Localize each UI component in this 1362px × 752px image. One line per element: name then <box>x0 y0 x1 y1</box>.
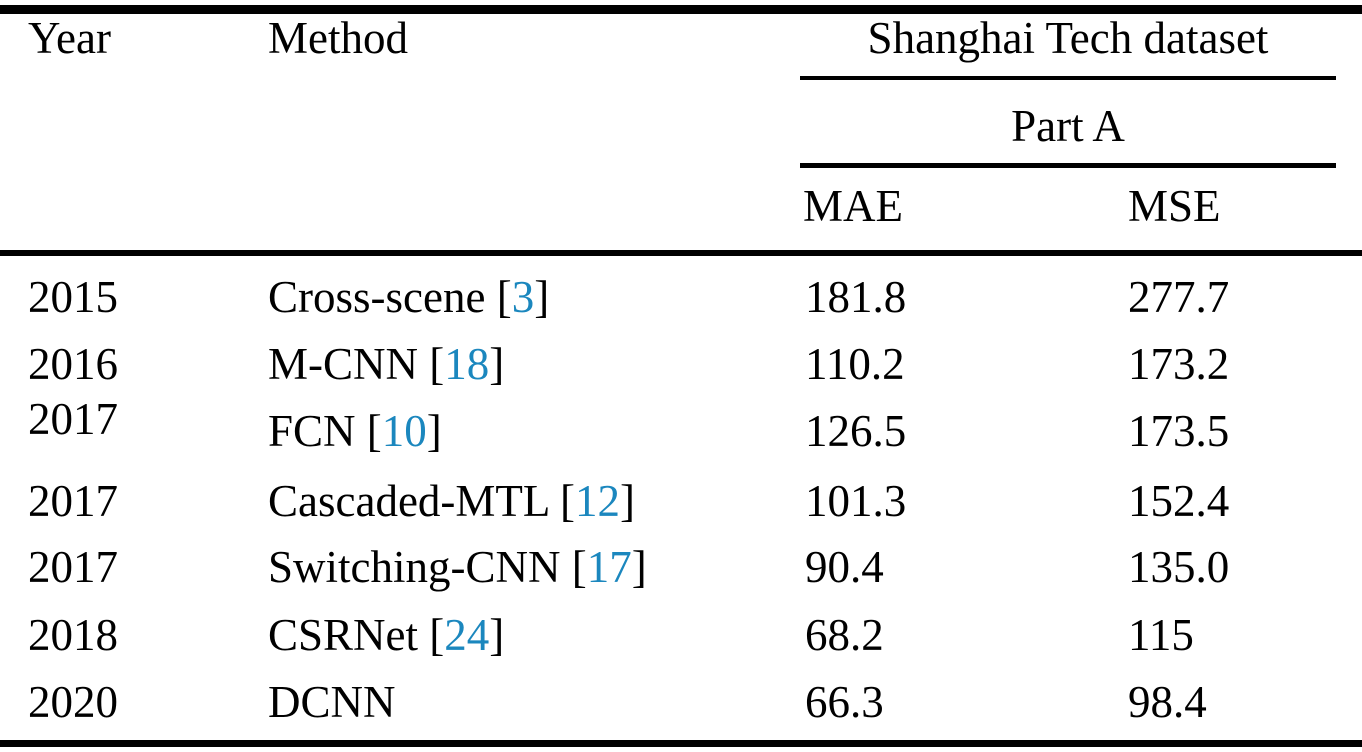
cell-method: FCN [10] <box>268 409 442 454</box>
cell-method: Switching-CNN [17] <box>268 545 647 590</box>
method-name: Cross-scene <box>268 272 486 322</box>
cell-mae: 68.2 <box>805 610 884 660</box>
citation-open-bracket: [ <box>548 476 575 526</box>
method-name: Switching-CNN <box>268 542 561 592</box>
cell-mse: 173.2 <box>1128 339 1230 389</box>
cell-method: Cascaded-MTL [12] <box>268 479 635 524</box>
cell-year: 2017 <box>28 394 118 444</box>
cell-mse: 135.0 <box>1128 542 1230 592</box>
citation-link[interactable]: 12 <box>574 476 620 526</box>
citation-open-bracket: [ <box>418 610 445 660</box>
cell-mae: 126.5 <box>805 406 907 456</box>
method-name: Cascaded-MTL <box>268 476 549 526</box>
citation-close-bracket: ] <box>489 610 505 660</box>
cell-mse: 173.5 <box>1128 406 1230 456</box>
cell-year: 2020 <box>28 677 118 727</box>
column-header-mse: MSE <box>1128 181 1221 231</box>
citation-link[interactable]: 24 <box>444 610 490 660</box>
citation-close-bracket: ] <box>534 272 550 322</box>
cell-year: 2015 <box>28 272 118 322</box>
citation-open-bracket: [ <box>485 272 512 322</box>
cell-mae: 66.3 <box>805 677 884 727</box>
method-name: DCNN <box>268 677 396 727</box>
cell-mse: 98.4 <box>1128 677 1207 727</box>
column-header-mae: MAE <box>803 181 903 231</box>
table-top-rule <box>0 5 1362 14</box>
cell-mae: 110.2 <box>805 339 905 389</box>
citation-link[interactable]: 10 <box>381 406 427 456</box>
citation-link[interactable]: 18 <box>444 339 490 389</box>
part-a-underline <box>800 163 1336 168</box>
cell-method: DCNN <box>268 680 396 725</box>
cell-mse: 115 <box>1128 610 1194 660</box>
citation-link[interactable]: 17 <box>586 542 632 592</box>
dataset-group-underline <box>800 76 1336 80</box>
column-header-year: Year <box>28 13 111 63</box>
cell-method: Cross-scene [3] <box>268 275 549 320</box>
cell-mae: 90.4 <box>805 542 884 592</box>
citation-close-bracket: ] <box>619 476 635 526</box>
cell-method: CSRNet [24] <box>268 613 504 658</box>
citation-close-bracket: ] <box>489 339 505 389</box>
citation-link[interactable]: 3 <box>511 272 535 322</box>
method-name: FCN <box>268 406 356 456</box>
cell-year: 2017 <box>28 542 118 592</box>
header-separator-rule <box>0 250 1362 256</box>
cell-mae: 181.8 <box>805 272 907 322</box>
table-bottom-rule <box>0 740 1362 747</box>
column-header-dataset-group: Shanghai Tech dataset <box>867 13 1269 63</box>
cell-mae: 101.3 <box>805 476 907 526</box>
cell-year: 2017 <box>28 476 118 526</box>
column-header-part-a: Part A <box>1011 101 1125 151</box>
citation-open-bracket: [ <box>560 542 587 592</box>
citation-close-bracket: ] <box>631 542 647 592</box>
cell-mse: 152.4 <box>1128 476 1230 526</box>
cell-year: 2018 <box>28 610 118 660</box>
citation-open-bracket: [ <box>418 339 445 389</box>
citation-open-bracket: [ <box>355 406 382 456</box>
column-header-method: Method <box>268 13 408 63</box>
method-name: M-CNN <box>268 339 419 389</box>
cell-method: M-CNN [18] <box>268 342 504 387</box>
method-name: CSRNet <box>268 610 419 660</box>
cell-year: 2016 <box>28 339 118 389</box>
citation-close-bracket: ] <box>426 406 442 456</box>
cell-mse: 277.7 <box>1128 272 1230 322</box>
